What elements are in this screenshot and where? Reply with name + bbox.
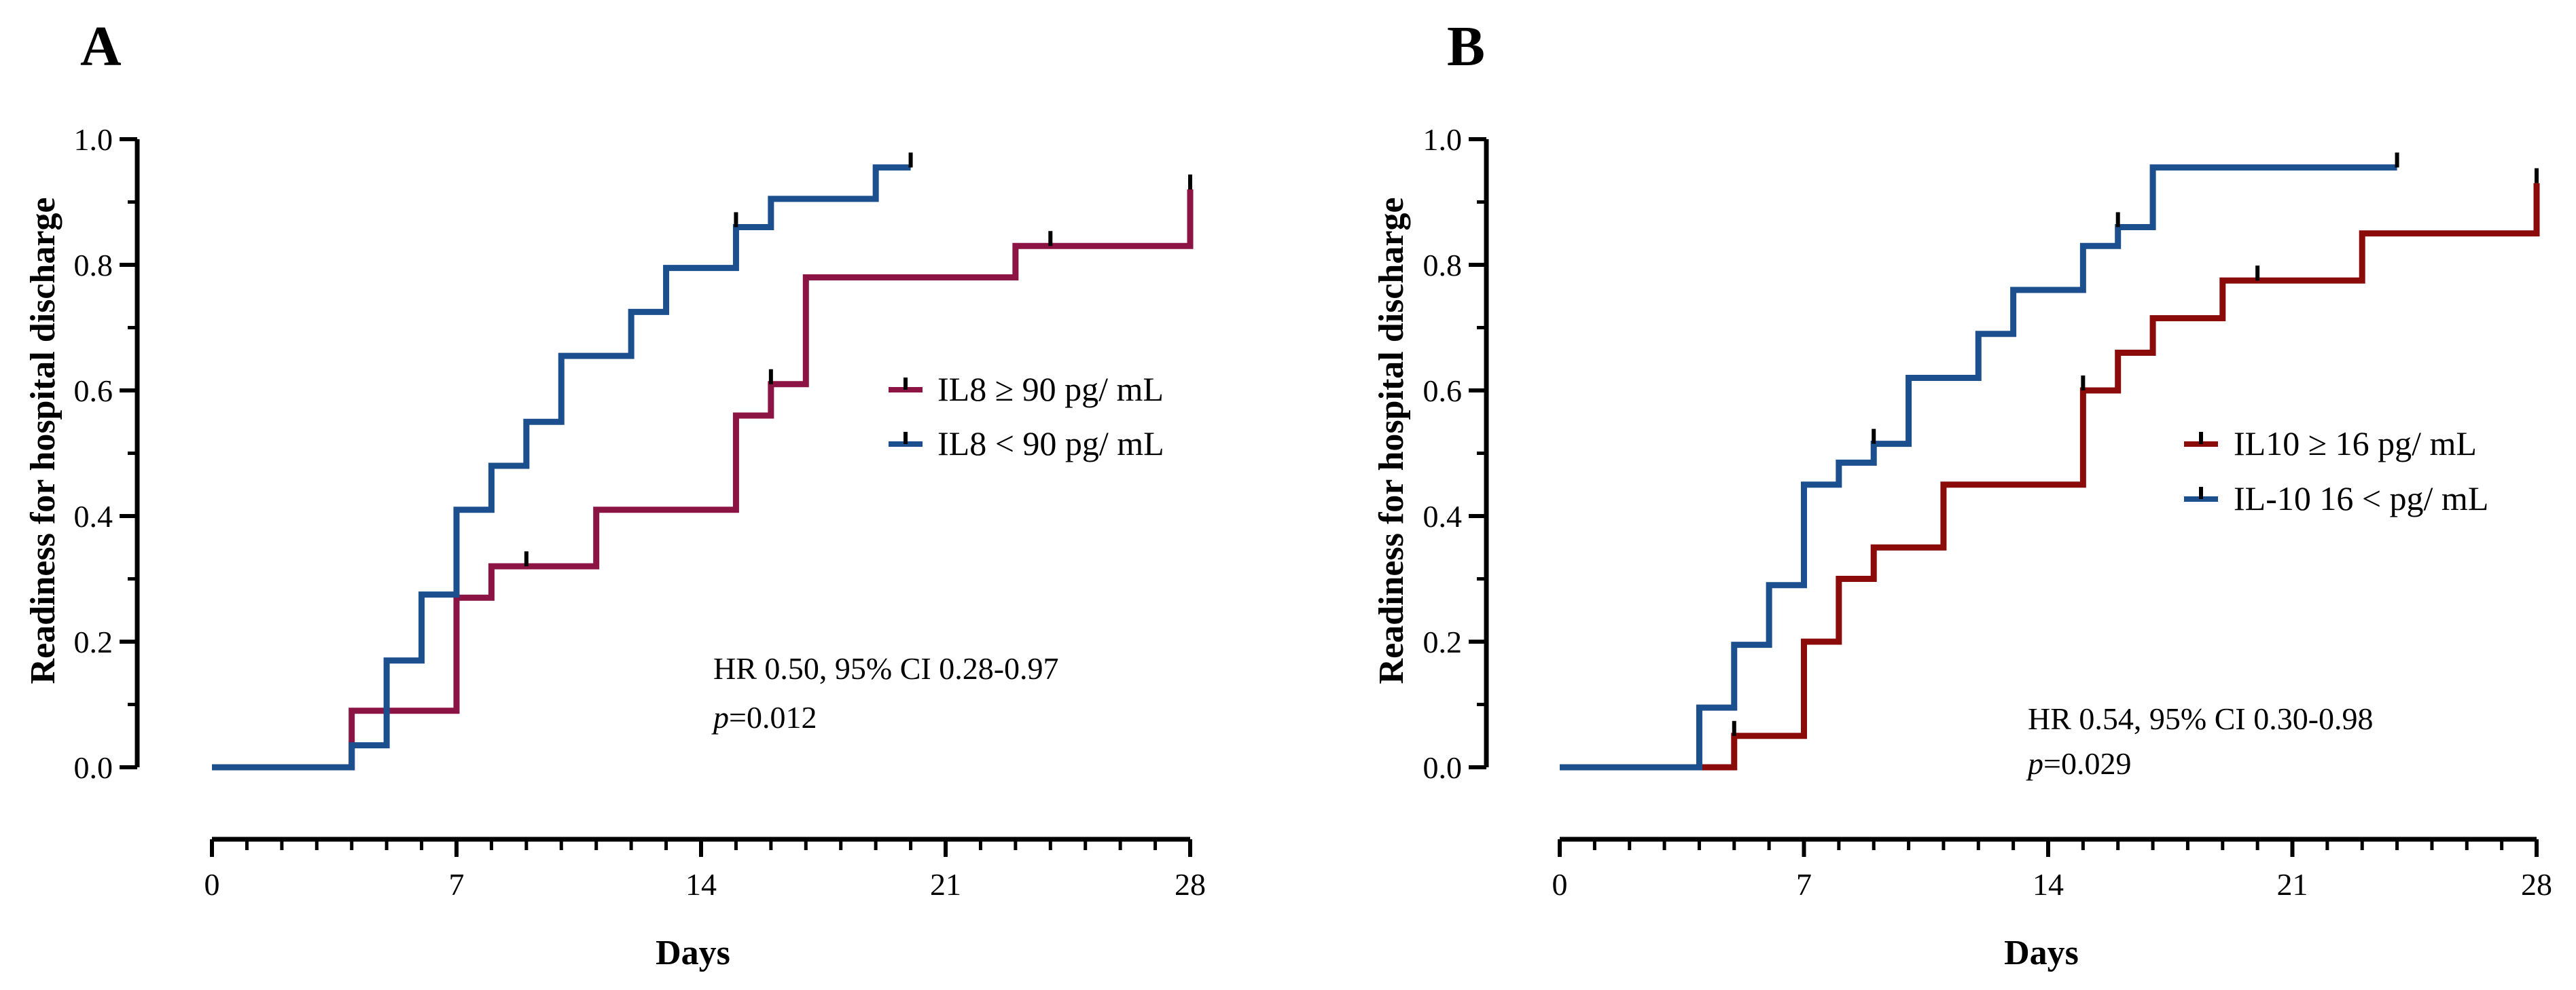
panel-a-p-value: p=0.012 bbox=[711, 700, 817, 735]
panel-b-p-label: p bbox=[2026, 746, 2043, 781]
panel-b-y-tick-label: 0.8 bbox=[1423, 248, 1463, 282]
panel-a-p-label: p bbox=[711, 700, 729, 735]
panel-a-legend: IL8 ≥ 90 pg/ mL IL8 < 90 pg/ mL bbox=[889, 370, 1164, 462]
panel-b-km-curve-1 bbox=[1560, 183, 2540, 771]
panel-a-x-tick-label: 14 bbox=[685, 867, 717, 902]
panel-a-x-tick-label: 28 bbox=[1175, 867, 1206, 902]
panel-a-y-tick-label: 0.4 bbox=[74, 499, 113, 534]
panel-a-x-tick-label: 21 bbox=[930, 867, 961, 902]
panel-a-y-tick-label: 0.0 bbox=[74, 750, 113, 785]
panel-a: A 0.0 0.2 0.4 0.6 0.8 1.0 0 7 14 21 28 Days Readin… bbox=[24, 15, 1206, 972]
panel-a-x-tick-label: 7 bbox=[449, 867, 465, 902]
panel-b-y-tick-label: 0.2 bbox=[1423, 625, 1463, 659]
panel-a-km-curve-2 bbox=[212, 164, 911, 771]
panel-b-legend-label-2: IL-10 16 < pg/ mL bbox=[2234, 479, 2488, 517]
panel-b-y-tick-label: 1.0 bbox=[1423, 122, 1463, 157]
panel-a-axes: 0.0 0.2 0.4 0.6 0.8 1.0 0 7 14 21 28 bbox=[74, 122, 1206, 902]
panel-a-legend-label-2: IL8 < 90 pg/ mL bbox=[937, 424, 1164, 462]
panel-a-y-axis-title: Readiness for hospital discharge bbox=[24, 198, 62, 684]
panel-b-x-tick-label: 28 bbox=[2521, 867, 2552, 902]
panel-b-x-axis-title: Days bbox=[2004, 934, 2079, 972]
panel-b-y-tick-label: 0.0 bbox=[1423, 750, 1463, 785]
panel-a-km-curve-1 bbox=[212, 189, 1194, 771]
panel-b-y-axis-title: Readiness for hospital discharge bbox=[1372, 198, 1411, 684]
panel-b-letter: B bbox=[1447, 15, 1485, 78]
panel-b-x-tick-label: 14 bbox=[2033, 867, 2064, 902]
panel-b-stats: HR 0.54, 95% CI 0.30-0.98 p=0.029 bbox=[2026, 701, 2374, 781]
panel-b-p-value: p=0.029 bbox=[2026, 746, 2131, 781]
panel-b-p-number: =0.029 bbox=[2043, 746, 2131, 781]
panel-b: B 0.0 0.2 0.4 0.6 0.8 1.0 0 7 14 21 28 Days Readin… bbox=[1372, 15, 2552, 972]
panel-b-hr-text: HR 0.54, 95% CI 0.30-0.98 bbox=[2028, 701, 2374, 736]
panel-a-letter: A bbox=[80, 15, 122, 78]
panel-a-y-tick-label: 0.2 bbox=[74, 625, 113, 659]
panel-a-y-tick-label: 0.8 bbox=[74, 248, 113, 282]
panel-b-x-tick-label: 7 bbox=[1796, 867, 1812, 902]
panel-a-y-tick-label: 0.6 bbox=[74, 373, 113, 408]
panel-b-x-tick-label: 21 bbox=[2277, 867, 2308, 902]
panel-b-y-tick-label: 0.4 bbox=[1423, 499, 1463, 534]
panel-b-legend: IL10 ≥ 16 pg/ mL IL-10 16 < pg/ mL bbox=[2184, 424, 2488, 517]
panel-b-x-tick-label: 0 bbox=[1552, 867, 1568, 902]
panel-b-legend-label-1: IL10 ≥ 16 pg/ mL bbox=[2234, 424, 2477, 462]
panel-b-km-curve-2 bbox=[1560, 164, 2397, 771]
panel-a-x-tick-label: 0 bbox=[204, 867, 220, 902]
panel-b-y-tick-label: 0.6 bbox=[1423, 373, 1463, 408]
panel-a-hr-text: HR 0.50, 95% CI 0.28-0.97 bbox=[713, 651, 1059, 686]
panel-a-legend-label-1: IL8 ≥ 90 pg/ mL bbox=[937, 370, 1164, 408]
panel-a-stats: HR 0.50, 95% CI 0.28-0.97 p=0.012 bbox=[711, 651, 1059, 735]
panel-b-axes: 0.0 0.2 0.4 0.6 0.8 1.0 0 7 14 21 28 bbox=[1423, 122, 2553, 902]
panel-a-y-tick-label: 1.0 bbox=[74, 122, 113, 157]
panel-a-x-axis-title: Days bbox=[656, 934, 730, 972]
panel-a-p-number: =0.012 bbox=[729, 700, 817, 735]
panel-a-series bbox=[212, 152, 1194, 771]
panel-b-series bbox=[1560, 152, 2540, 771]
